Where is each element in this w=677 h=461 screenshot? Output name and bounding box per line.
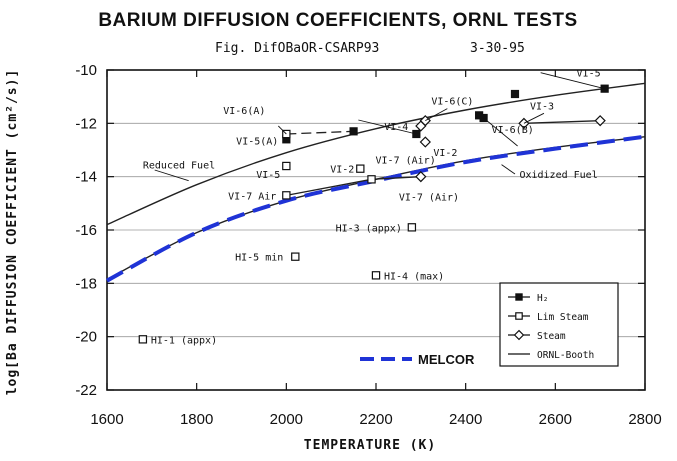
ticks: -22 -20 -18 -16 -14 -12 -10 1600 1800 2000 2200 240… xyxy=(75,62,661,428)
chart-title: BARIUM DIFFUSION COEFFICIENTS, ORNL TEST… xyxy=(98,10,577,31)
x-tick-label: 2800 xyxy=(628,411,661,428)
y-tick-label: -16 xyxy=(75,222,97,239)
label-leader-line xyxy=(483,117,518,147)
x-tick-label: 1800 xyxy=(180,411,213,428)
point-label: HI-1 (appx) xyxy=(151,335,217,346)
y-tick-label: -12 xyxy=(75,115,97,132)
data-point-open-square xyxy=(356,164,365,173)
label-leader-line xyxy=(425,108,448,122)
point-label: VI-6(C) xyxy=(431,97,473,108)
point-label: VI-5 xyxy=(577,69,601,80)
curve-annotation: Oxidized Fuel xyxy=(519,170,597,181)
point-label: VI-6(A) xyxy=(223,106,265,117)
legend-marker-open-square xyxy=(515,312,523,320)
legend-label: H₂ xyxy=(537,293,548,304)
point-label: VI-7 Air xyxy=(228,191,276,202)
legend-label: Lim Steam xyxy=(537,312,589,323)
data-point-open-diamond xyxy=(415,171,427,183)
melcor-legend: MELCOR xyxy=(360,352,475,367)
y-tick-label: -14 xyxy=(75,169,97,186)
data-point-filled-square xyxy=(349,127,358,136)
melcor-curve xyxy=(106,134,646,283)
x-tick-label: 2600 xyxy=(539,411,572,428)
data-point-open-square xyxy=(282,191,291,200)
label-leader-line xyxy=(358,119,417,135)
annotations: Reduced Fuel Oxidized Fuel xyxy=(143,161,598,182)
data-point-open-square xyxy=(282,161,291,171)
label-leader-line xyxy=(540,72,605,90)
data-point-filled-square xyxy=(510,89,520,99)
x-tick-label: 2400 xyxy=(449,411,482,428)
x-tick-label: 2200 xyxy=(359,411,392,428)
point-labels: VI-5(A) VI-4 VI-6(B) VI-5 VI-6(A) VI-5 VI-7 Ai… xyxy=(151,69,605,346)
data-point-open-square xyxy=(138,335,148,344)
legend-label: Steam xyxy=(537,331,566,342)
legend-label: ORNL-Booth xyxy=(537,350,594,361)
y-axis-title: log[Ba DIFFUSION COEFFICIENT (cm²/s)] xyxy=(5,69,20,396)
label-leader-line xyxy=(523,112,545,124)
data-point-open-diamond xyxy=(594,115,606,127)
curve-annotation: Reduced Fuel xyxy=(143,161,215,172)
x-tick-label: 1600 xyxy=(90,411,123,428)
point-label: VI-5(A) xyxy=(236,136,278,147)
point-label: HI-5 min xyxy=(235,253,283,264)
legend-marker-open-diamond xyxy=(513,329,525,341)
curves xyxy=(106,82,646,283)
point-label: VI-7 (Air) xyxy=(376,155,436,166)
x-tick-label: 2000 xyxy=(270,411,303,428)
chart-subtitle-date: 3-30-95 xyxy=(470,41,525,56)
point-label: VI-7 (Air) xyxy=(399,193,459,204)
data-point-open-square xyxy=(367,175,376,184)
y-tick-label: -20 xyxy=(75,329,97,346)
melcor-legend-label: MELCOR xyxy=(418,352,475,367)
data-point-open-diamond xyxy=(419,136,431,148)
point-label: VI-2 xyxy=(433,148,457,159)
chart-subtitle-fig: Fig. DifOBaOR-CSARP93 xyxy=(215,41,379,56)
x-axis-title: TEMPERATURE (K) xyxy=(304,438,436,453)
point-label: VI-2 xyxy=(330,165,354,176)
series-connector-line xyxy=(523,120,601,124)
data-point-open-square xyxy=(291,252,300,261)
point-label: VI-3 xyxy=(530,101,554,112)
ornl-booth-curve xyxy=(106,82,646,226)
data-point-open-square xyxy=(371,271,381,280)
point-label: VI-6(B) xyxy=(492,125,534,136)
y-tick-label: -22 xyxy=(75,382,97,399)
point-label: HI-4 (max) xyxy=(384,271,444,282)
y-tick-label: -10 xyxy=(75,62,97,79)
annotation-leader-line xyxy=(501,164,516,175)
legend-marker-filled-square xyxy=(515,293,523,301)
legend: H₂ Lim Steam Steam ORNL-Booth xyxy=(499,282,619,367)
label-leader-line xyxy=(278,125,287,135)
annotation-leader-line xyxy=(154,169,189,182)
point-label: VI-5 xyxy=(256,170,280,181)
data-point-open-square xyxy=(407,223,417,232)
point-label: HI-3 (appx) xyxy=(336,223,402,234)
y-tick-label: -18 xyxy=(75,275,97,292)
series-connector-line xyxy=(286,130,354,135)
point-label: VI-4 xyxy=(384,122,408,133)
